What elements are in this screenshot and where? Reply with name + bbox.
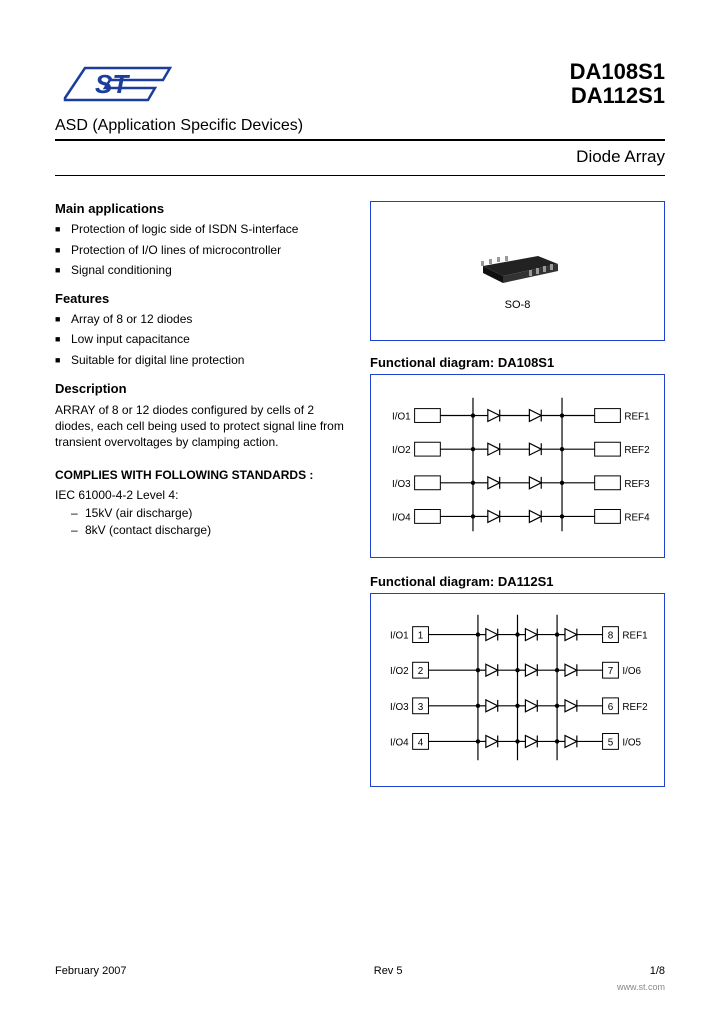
svg-text:REF1: REF1 (622, 631, 648, 642)
product-subtitle: Diode Array (55, 147, 665, 167)
package-box: SO-8 (370, 201, 665, 341)
svg-text:6: 6 (608, 702, 614, 713)
svg-text:REF1: REF1 (624, 411, 650, 422)
svg-text:REF4: REF4 (624, 512, 650, 523)
diagram2-title: Functional diagram: DA112S1 (370, 574, 665, 589)
part-numbers: DA108S1 DA112S1 (570, 60, 665, 108)
standards-list: 15kV (air discharge) 8kV (contact discha… (55, 506, 350, 537)
svg-text:REF2: REF2 (622, 702, 647, 713)
list-item: Low input capacitance (55, 332, 350, 348)
svg-text:I/O4: I/O4 (392, 512, 411, 523)
main-apps-title: Main applications (55, 201, 350, 216)
footer-rev: Rev 5 (374, 965, 403, 977)
svg-text:I/O3: I/O3 (392, 479, 411, 490)
svg-text:I/O4: I/O4 (390, 737, 409, 748)
svg-text:4: 4 (418, 737, 424, 748)
diagram2-svg: I/O1 1 8 REF1 I/O2 2 7 I/O6 I/O3 3 6 REF2 I/O4 4 5 I/O5 (379, 606, 656, 771)
list-item: Array of 8 or 12 diodes (55, 312, 350, 328)
part-number-2: DA112S1 (570, 84, 665, 108)
list-item: 15kV (air discharge) (85, 506, 350, 520)
svg-text:7: 7 (608, 666, 614, 677)
footer-page: 1/8 (650, 965, 665, 977)
so8-package-icon (463, 231, 573, 291)
footer: February 2007 Rev 5 1/8 (55, 965, 665, 977)
features-title: Features (55, 291, 350, 306)
svg-text:3: 3 (418, 702, 424, 713)
diagram2-box: I/O1 1 8 REF1 I/O2 2 7 I/O6 I/O3 3 6 REF2 I/O4 4 5 I/O5 (370, 593, 665, 787)
divider-thin (55, 175, 665, 176)
list-item: Signal conditioning (55, 263, 350, 279)
asd-subtitle: ASD (Application Specific Devices) (55, 117, 665, 135)
svg-text:2: 2 (418, 666, 424, 677)
svg-text:ST: ST (95, 69, 130, 99)
part-number-1: DA108S1 (570, 60, 665, 84)
diagram1-title: Functional diagram: DA108S1 (370, 355, 665, 370)
svg-text:I/O2: I/O2 (390, 666, 409, 677)
svg-text:I/O2: I/O2 (392, 445, 411, 456)
main-apps-list: Protection of logic side of ISDN S-inter… (55, 222, 350, 279)
svg-text:I/O3: I/O3 (390, 702, 409, 713)
svg-text:8: 8 (608, 631, 614, 642)
svg-text:REF2: REF2 (624, 445, 649, 456)
svg-text:REF3: REF3 (624, 479, 650, 490)
st-logo: ST (55, 60, 175, 113)
list-item: Suitable for digital line protection (55, 353, 350, 369)
svg-text:I/O5: I/O5 (622, 737, 641, 748)
footer-url: www.st.com (617, 982, 665, 992)
svg-text:I/O1: I/O1 (390, 631, 409, 642)
features-list: Array of 8 or 12 diodes Low input capaci… (55, 312, 350, 369)
diagram1-box: I/O1 REF1 I/O2 REF2 I/O3 REF3 I/O4 REF4 (370, 374, 665, 558)
svg-text:1: 1 (418, 631, 424, 642)
standards-title: COMPLIES WITH FOLLOWING STANDARDS : (55, 468, 350, 482)
footer-date: February 2007 (55, 965, 127, 977)
list-item: Protection of logic side of ISDN S-inter… (55, 222, 350, 238)
svg-text:5: 5 (608, 737, 614, 748)
diagram1-svg: I/O1 REF1 I/O2 REF2 I/O3 REF3 I/O4 REF4 (379, 387, 656, 542)
package-label: SO-8 (505, 299, 531, 311)
divider-thick (55, 139, 665, 141)
description-text: ARRAY of 8 or 12 diodes configured by ce… (55, 402, 350, 451)
svg-text:I/O6: I/O6 (622, 666, 641, 677)
standards-sub: IEC 61000-4-2 Level 4: (55, 488, 350, 502)
list-item: 8kV (contact discharge) (85, 523, 350, 537)
svg-text:I/O1: I/O1 (392, 411, 411, 422)
description-title: Description (55, 381, 350, 396)
list-item: Protection of I/O lines of microcontroll… (55, 243, 350, 259)
